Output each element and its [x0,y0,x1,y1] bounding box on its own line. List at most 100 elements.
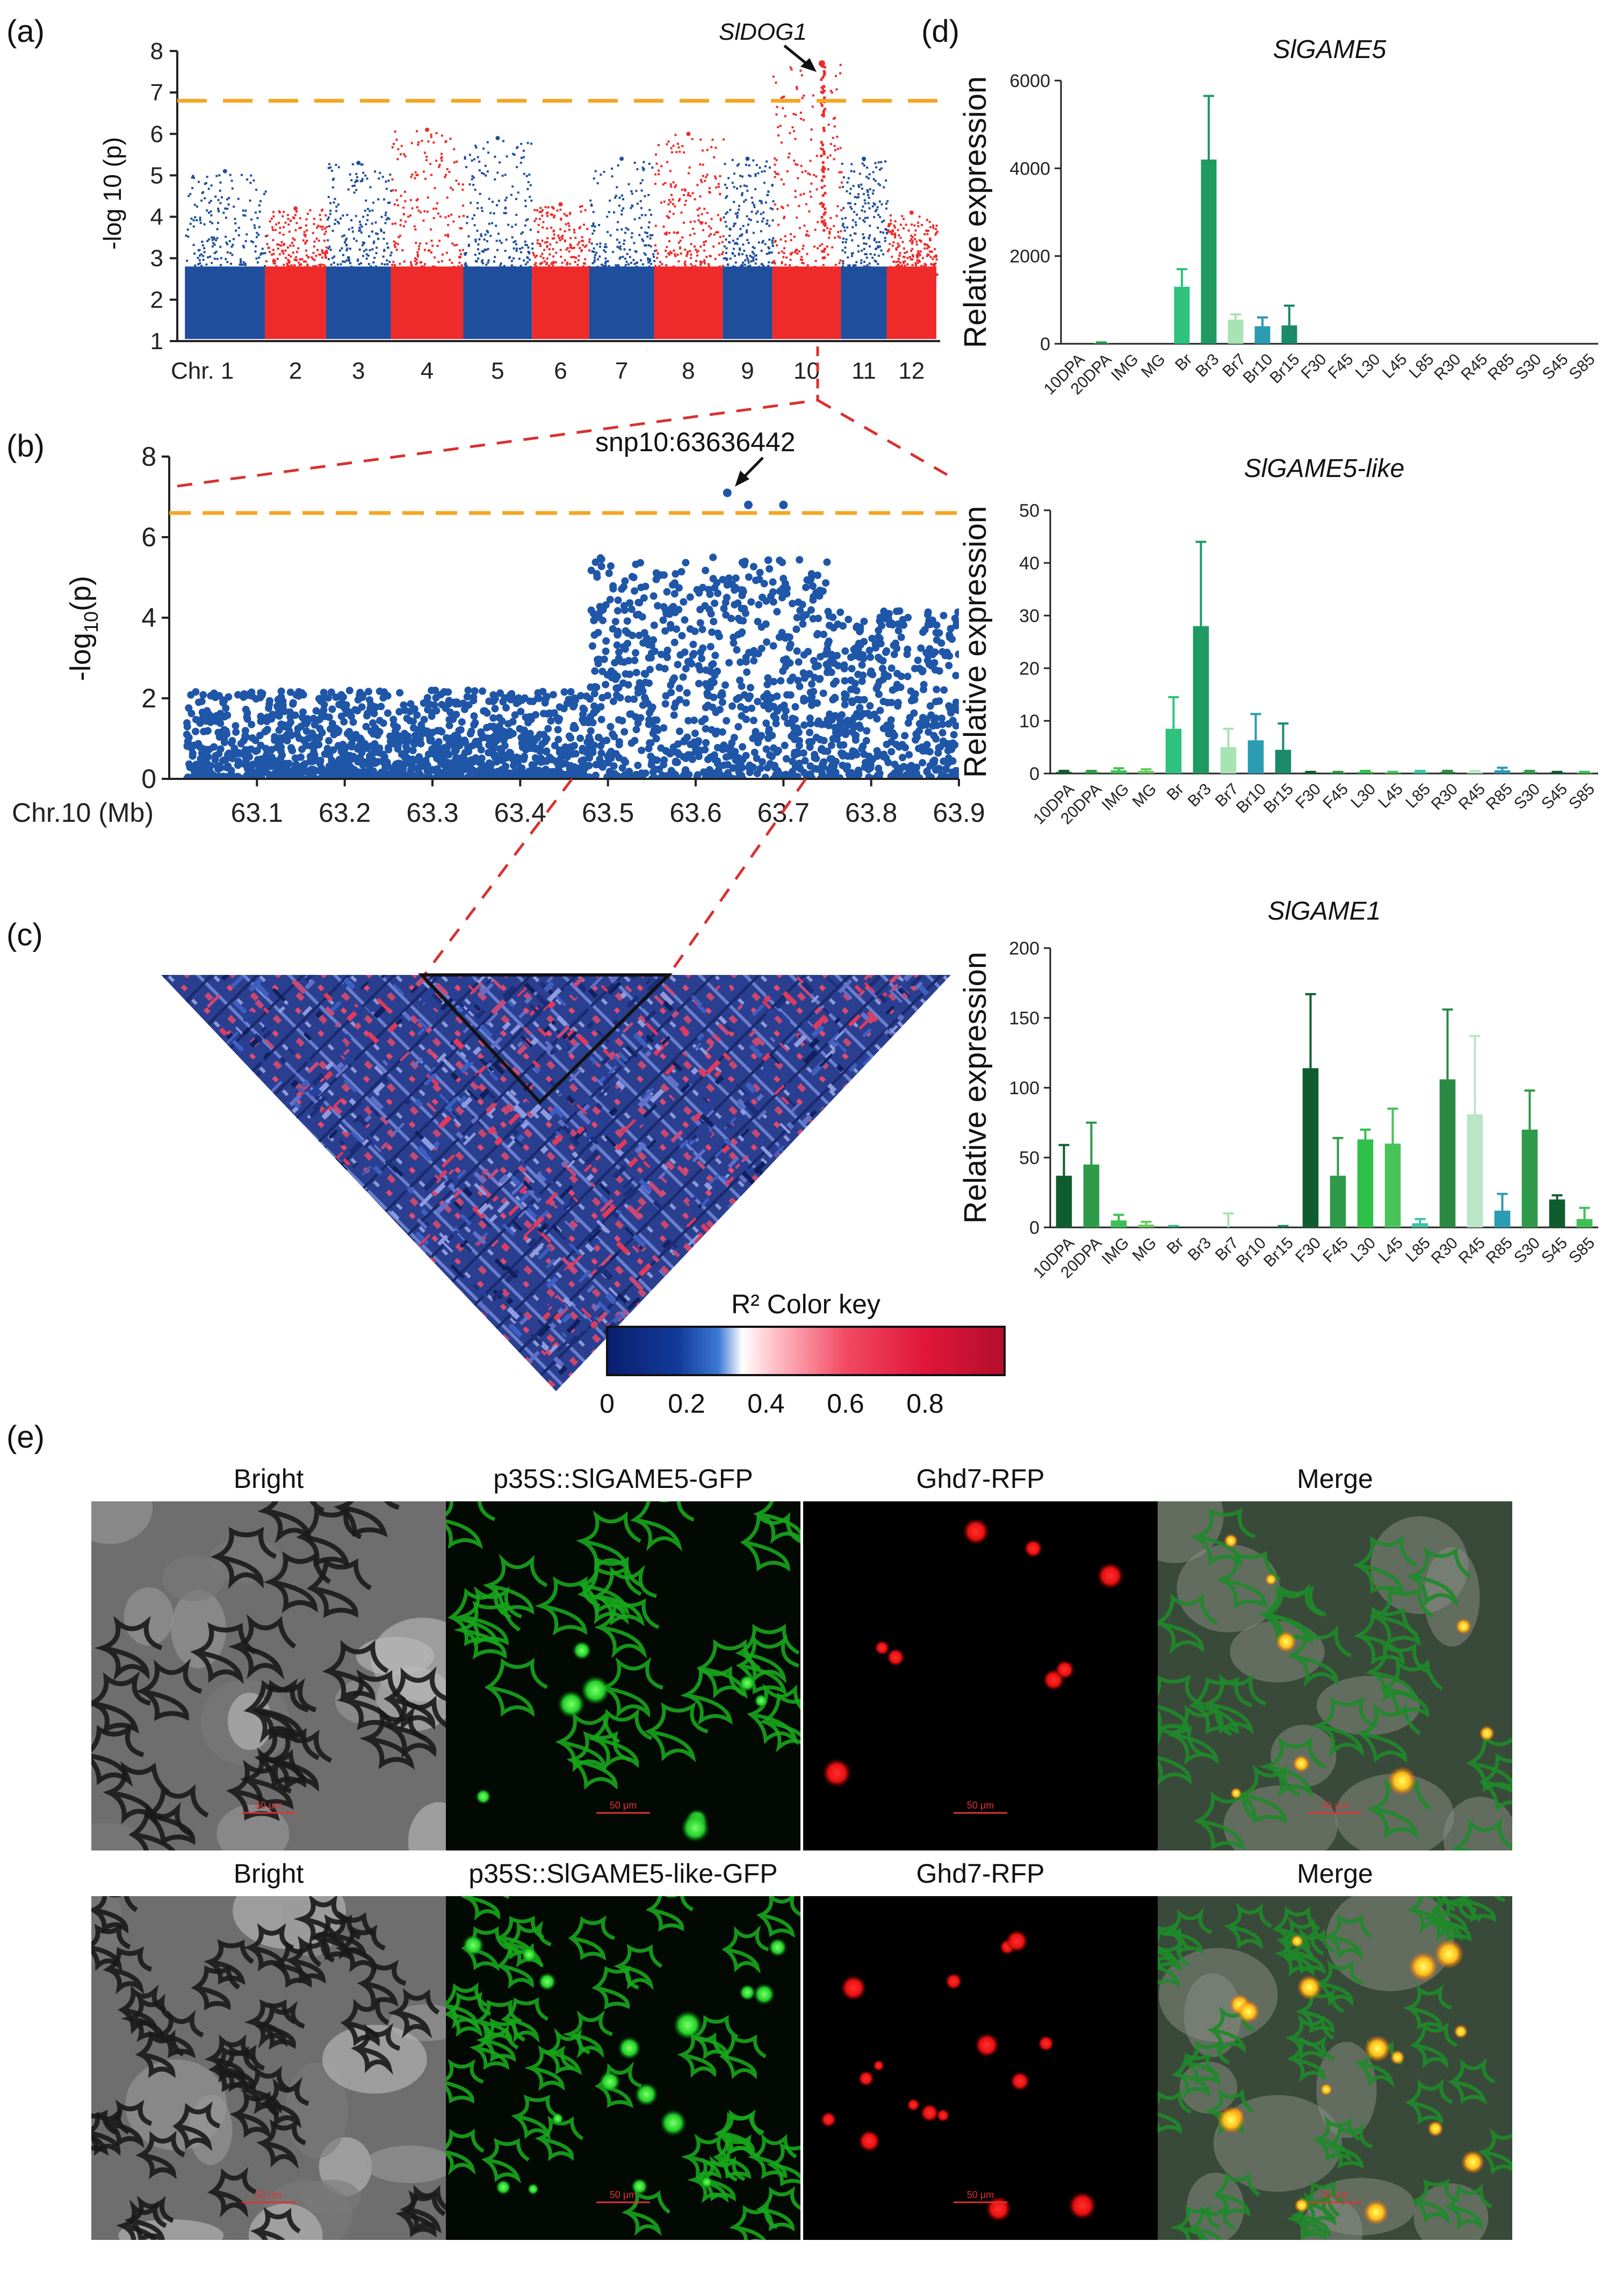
snp-point [885,228,888,231]
snp-point [191,187,194,190]
snp-point [559,208,562,211]
snp-point [421,268,424,271]
snp-point [755,254,757,257]
snp-point [374,265,377,268]
snp-point [887,229,890,232]
snp-point [804,267,807,270]
snp-point [855,213,858,216]
snp-point [868,173,871,176]
snp-point [489,274,492,277]
snp-point [453,148,456,150]
snp-point [799,193,802,196]
snp-point [529,274,532,277]
snp-point [909,270,912,273]
snp-point [694,265,697,268]
snp-point [377,198,380,201]
snp-point [605,266,608,269]
snp-point [206,176,208,178]
snp-point-b [622,670,630,678]
snp-point [349,248,351,250]
snp-point [879,184,882,186]
snp-point [783,217,785,220]
snp-point [490,270,493,272]
snp-point [474,189,477,191]
snp-point-b [905,751,913,759]
snp-point [419,272,422,275]
snp-point [731,274,734,277]
snp-point [290,264,293,266]
snp-point [430,270,433,272]
snp-point [224,207,227,210]
snp-point [745,267,748,270]
snp-point [552,255,555,258]
snp-point [801,171,804,173]
snp-point [829,228,832,230]
snp-point [894,233,897,235]
snp-point [190,218,193,220]
snp-point [877,274,879,277]
snp-point-b [585,733,593,741]
snp-point [920,273,922,276]
peak-point-chr8 [686,132,691,136]
snp-point [753,206,756,208]
y-tick-label-a: 8 [150,38,163,64]
snp-point [334,219,337,221]
snp-point [369,274,371,277]
snp-point [681,266,683,269]
snp-point [885,232,888,235]
snp-point [560,236,563,238]
snp-point [784,274,787,277]
snp-point [668,199,670,201]
snp-point [345,249,348,252]
snp-point [550,226,553,229]
snp-point [612,211,615,214]
snp-point [393,274,396,277]
snp-point-b [463,693,471,701]
snp-point [609,267,611,270]
snp-point [648,221,651,223]
snp-point [297,247,300,250]
snp-point [739,175,741,177]
snp-point [388,218,391,220]
snp-point [732,240,734,242]
snp-point [746,190,749,192]
snp-point [275,265,278,268]
snp-point [635,250,638,253]
snp-point-b [630,695,638,703]
snp-point [620,228,623,231]
snp-point [618,268,620,271]
peak-spike-point [822,114,825,118]
snp-point [437,261,440,263]
snp-point [386,216,389,219]
snp-point [927,270,929,272]
snp-point [557,270,559,272]
snp-point [738,271,741,274]
snp-point [258,226,261,228]
snp-point [328,258,330,261]
snp-point [343,234,345,237]
snp-point [236,273,239,276]
snp-point [464,254,467,256]
snp-point [496,249,499,251]
snp-point [858,217,861,220]
snp-point [665,264,668,266]
snp-point-b [466,730,474,738]
snp-point [526,142,529,144]
snp-point [842,241,845,243]
zoom-line-right [817,399,949,477]
snp-point [485,249,488,251]
snp-point [654,183,656,185]
snp-point [355,189,358,191]
snp-point [419,274,422,277]
snp-point [766,271,768,273]
snp-point [249,199,251,202]
snp-point [820,86,823,89]
snp-point-b [292,754,300,762]
snp-point [201,192,204,194]
snp-point [477,268,480,270]
snp-point [652,256,655,258]
snp-point [327,239,329,242]
snp-point [863,210,866,213]
snp-point [466,222,468,225]
snp-point [799,258,802,261]
